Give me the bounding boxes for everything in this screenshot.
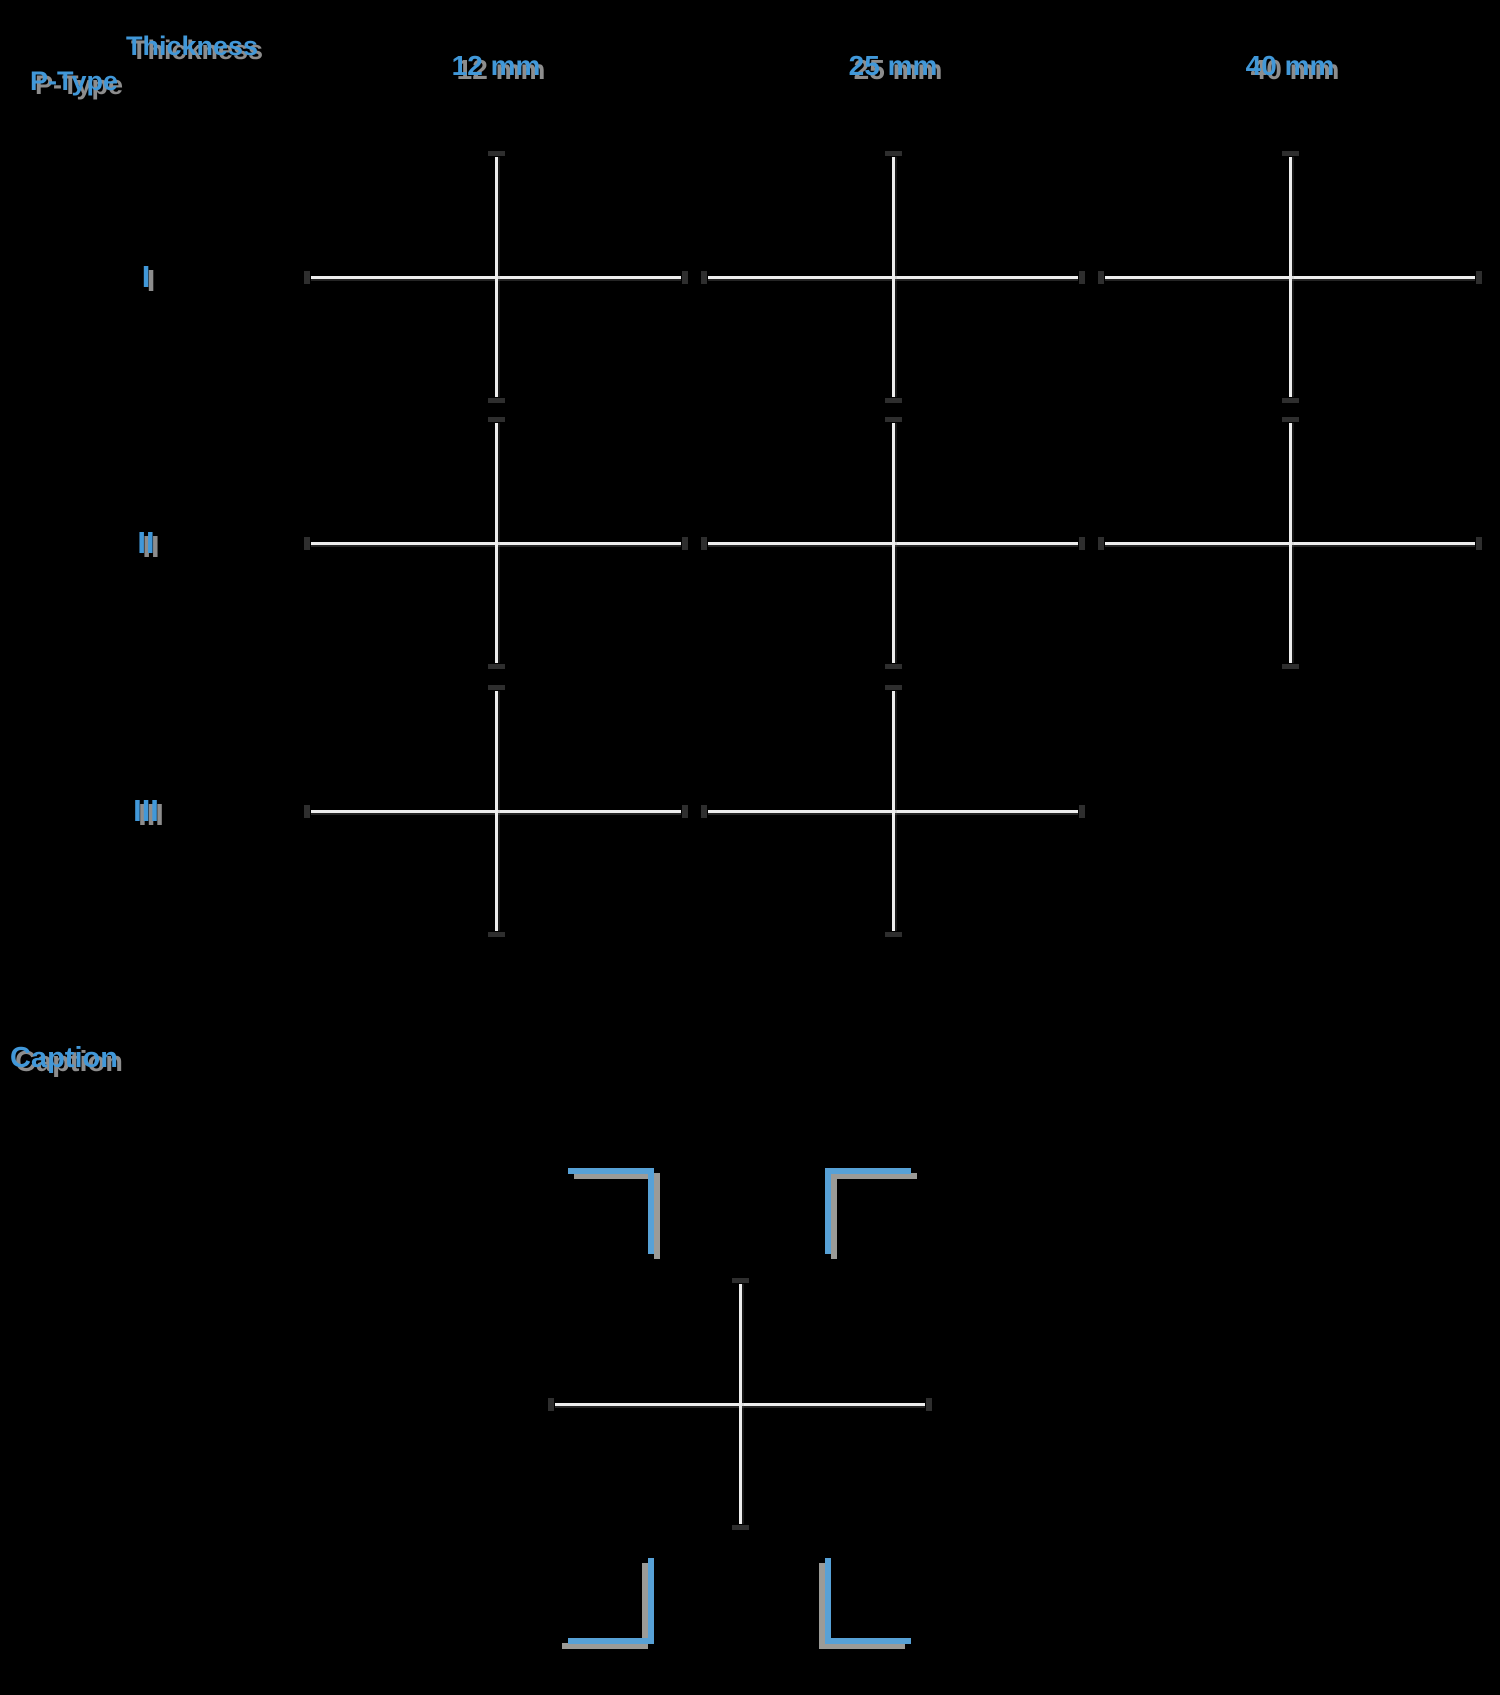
cross-cap-bottom xyxy=(487,398,505,403)
caption-title: Caption xyxy=(10,1042,118,1074)
cross-cap-bottom xyxy=(1281,664,1299,669)
row-label-I: I xyxy=(141,259,151,294)
cross-cap-left xyxy=(304,804,310,818)
matrix-axis-title: Thickness xyxy=(126,31,259,61)
cross-cap-bottom xyxy=(487,664,505,669)
bracket-bottom-right-line-vertical xyxy=(825,1558,831,1644)
cross-cap-right xyxy=(1476,536,1482,550)
cross-vertical-line xyxy=(891,691,895,931)
cross-cap-top xyxy=(1281,417,1299,422)
cross-cap-right xyxy=(926,1397,932,1411)
cross-vertical-line xyxy=(1288,423,1292,663)
column-label-12-mm: 12 mm xyxy=(451,50,541,81)
cross-cap-top xyxy=(731,1278,749,1283)
cross-cap-right xyxy=(1079,536,1085,550)
bracket-top-left-shadow-vertical xyxy=(654,1173,660,1259)
bracket-top-right-line-horizontal xyxy=(825,1168,911,1174)
bracket-bottom-right-shadow-vertical xyxy=(819,1563,825,1649)
bracket-bottom-left-line-horizontal xyxy=(568,1638,654,1644)
cross-cap-top xyxy=(884,417,902,422)
cross-cap-bottom xyxy=(731,1525,749,1530)
cross-cap-right xyxy=(682,270,688,284)
cross-vertical-line xyxy=(494,691,498,931)
cross-cap-right xyxy=(1079,804,1085,818)
cross-cap-right xyxy=(682,536,688,550)
bracket-top-left-line-horizontal xyxy=(568,1168,654,1174)
bracket-bottom-left-shadow-vertical xyxy=(642,1563,648,1649)
bracket-bottom-right-line-horizontal xyxy=(825,1638,911,1644)
cross-cap-left xyxy=(304,536,310,550)
cross-cap-bottom xyxy=(884,932,902,937)
bracket-top-right-line-vertical xyxy=(825,1168,831,1254)
cross-vertical-line xyxy=(738,1284,742,1524)
bracket-top-right-shadow-horizontal xyxy=(831,1173,917,1179)
bracket-bottom-left-line-vertical xyxy=(648,1558,654,1644)
cross-cap-left xyxy=(1098,536,1104,550)
bracket-top-left-line-vertical xyxy=(648,1168,654,1254)
cross-cap-top xyxy=(487,151,505,156)
cross-cap-left xyxy=(304,270,310,284)
bracket-bottom-left-shadow-horizontal xyxy=(562,1643,648,1649)
cross-cap-bottom xyxy=(884,398,902,403)
cross-cap-bottom xyxy=(884,664,902,669)
cross-cap-top xyxy=(884,151,902,156)
cross-cap-top xyxy=(1281,151,1299,156)
cross-cap-bottom xyxy=(487,932,505,937)
cross-cap-right xyxy=(1476,270,1482,284)
cross-cap-right xyxy=(1079,270,1085,284)
cross-vertical-line xyxy=(494,157,498,397)
row-label-III: III xyxy=(133,793,159,828)
cross-vertical-line xyxy=(494,423,498,663)
column-label-40-mm: 40 mm xyxy=(1245,50,1335,81)
bracket-bottom-right-shadow-horizontal xyxy=(819,1643,905,1649)
cross-cap-left xyxy=(548,1397,554,1411)
cross-vertical-line xyxy=(891,157,895,397)
cross-vertical-line xyxy=(891,423,895,663)
cross-cap-left xyxy=(701,270,707,284)
cross-cap-bottom xyxy=(1281,398,1299,403)
cross-cap-right xyxy=(682,804,688,818)
cross-cap-left xyxy=(1098,270,1104,284)
column-label-25-mm: 25 mm xyxy=(848,50,938,81)
bracket-top-left-shadow-horizontal xyxy=(574,1173,660,1179)
row-axis-title: P-Type xyxy=(30,66,119,96)
cross-cap-left xyxy=(701,536,707,550)
cross-cap-left xyxy=(701,804,707,818)
cross-cap-top xyxy=(884,685,902,690)
row-label-II: II xyxy=(137,525,155,560)
cross-vertical-line xyxy=(1288,157,1292,397)
cross-cap-top xyxy=(487,417,505,422)
bracket-top-right-shadow-vertical xyxy=(831,1173,837,1259)
cross-cap-top xyxy=(487,685,505,690)
